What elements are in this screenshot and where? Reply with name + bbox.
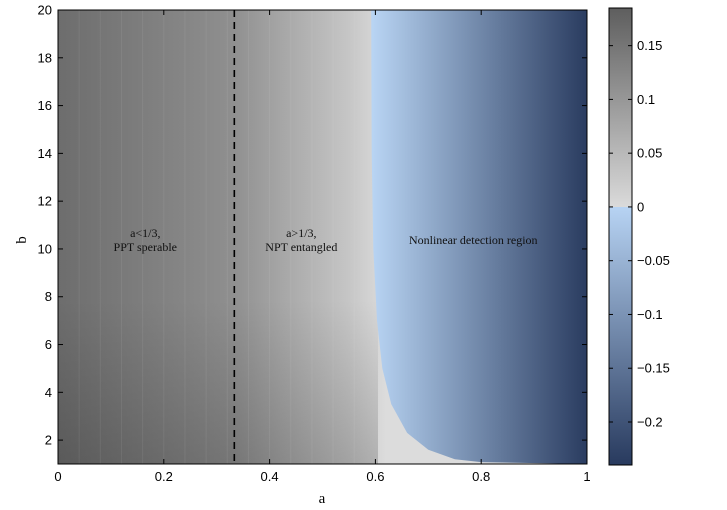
bottom-shading [58,300,378,464]
y-tick-label: 10 [38,241,52,256]
colorbar-tick-label: −0.1 [637,307,663,322]
annotation-line: PPT sperable [114,240,177,254]
y-tick-label: 20 [38,3,52,18]
y-axis-ticks: 2 4 6 8 10 12 14 16 18 20 [38,3,587,448]
y-tick-label: 6 [45,337,52,352]
colorbar-tick-label: −0.05 [637,253,670,268]
y-tick-label: 4 [45,385,52,400]
y-tick-label: 18 [38,50,52,65]
y-tick-label: 12 [38,194,52,209]
x-tick-label: 0 [54,469,61,484]
x-axis-label: a [319,491,326,507]
contour-bands [78,10,355,464]
colorbar-tick-label: 0.1 [637,92,655,107]
annotation-3: Nonlinear detection region [409,233,538,247]
colorbar-tick-label: −0.2 [637,414,663,429]
y-tick-label: 14 [38,146,52,161]
x-axis-ticks: 0 0.2 0.4 0.6 0.8 1 [54,10,591,484]
y-tick-label: 16 [38,98,52,113]
negative-region-fill [371,10,587,464]
annotation-line: a<1/3, [130,226,160,240]
y-tick-label: 8 [45,289,52,304]
annotation-line: Nonlinear detection region [409,233,538,247]
colorbar-ticks: 0.15 0.1 0.05 0 −0.05 −0.1 −0.15 −0.2 [609,38,670,429]
colorbar-tick-label: 0 [637,199,644,214]
annotation-line: a>1/3, [286,226,316,240]
colorbar-tick-label: 0.15 [637,38,662,53]
plot-frame [57,9,588,465]
y-axis-label: b [14,236,30,244]
region-annotations: a<1/3,PPT sperable a>1/3,NPT entangled Non… [114,226,538,254]
x-tick-label: 0.4 [261,469,279,484]
colorbar-tick-label: −0.15 [637,361,670,376]
x-tick-label: 1 [583,469,590,484]
x-tick-label: 0.8 [472,469,490,484]
colorbar: 0.15 0.1 0.05 0 −0.05 −0.1 −0.15 −0.2 [608,7,670,466]
annotation-1: a<1/3,PPT sperable [114,226,177,254]
x-tick-label: 0.2 [155,469,173,484]
annotation-line: NPT entangled [265,240,337,254]
annotation-2: a>1/3,NPT entangled [265,226,337,254]
y-tick-label: 2 [45,433,52,448]
plot-area [58,10,587,464]
colorbar-tick-label: 0.05 [637,146,662,161]
x-tick-label: 0.6 [366,469,384,484]
colorbar-gradient [608,7,633,466]
